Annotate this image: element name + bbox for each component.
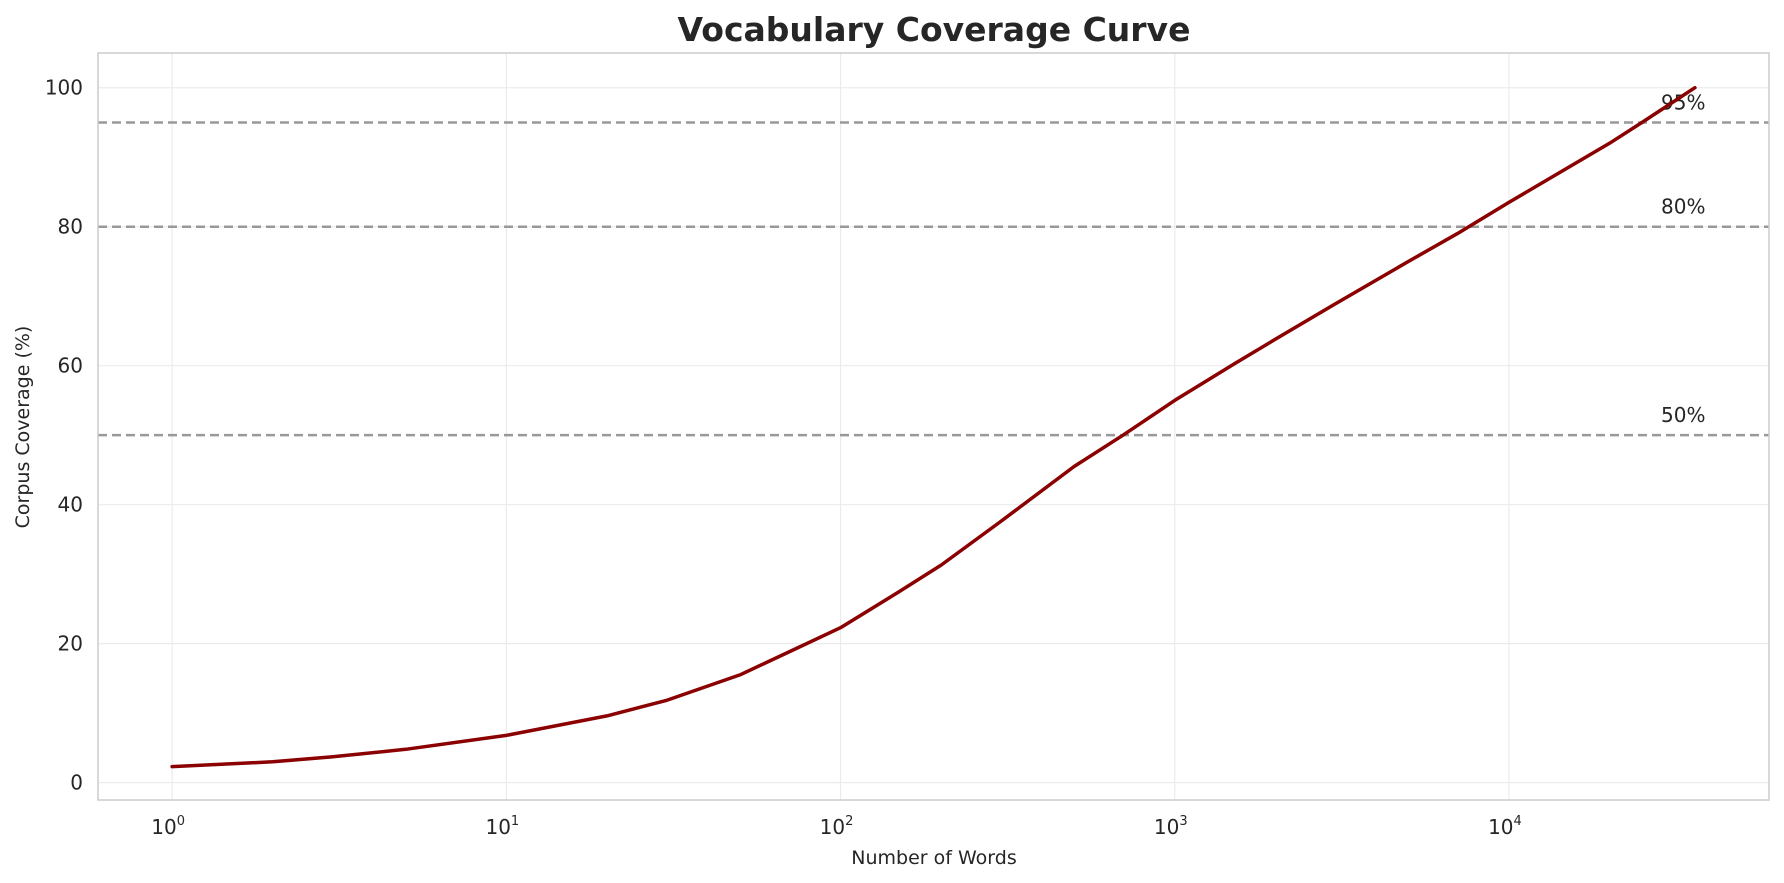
- x-tick-labels: 100 101 102 103 104: [151, 814, 1522, 839]
- x-tick-label: 103: [1154, 814, 1188, 839]
- coverage-line: [170, 85, 1697, 769]
- x-tick-label: 101: [485, 814, 519, 839]
- x-tick-label: 100: [151, 814, 185, 839]
- plot-frame: [97, 52, 1770, 801]
- chart-title: Vocabulary Coverage Curve: [678, 10, 1191, 49]
- y-axis-label: Corpus Coverage (%): [12, 326, 34, 529]
- x-tick-label: 104: [1488, 814, 1522, 839]
- x-axis-label: Number of Words: [851, 847, 1016, 869]
- grid: [98, 53, 1769, 800]
- y-tick-label: 80: [58, 215, 83, 239]
- y-tick-label: 20: [58, 632, 83, 656]
- reference-line-label: 50%: [1661, 403, 1705, 427]
- series-layer: [170, 85, 1697, 769]
- x-tick-label: 102: [820, 814, 854, 839]
- reference-line-label: 80%: [1661, 195, 1705, 219]
- y-tick-label: 40: [58, 493, 83, 517]
- y-tick-label: 100: [45, 76, 83, 100]
- y-tick-labels: 0 20 40 60 80 100: [45, 76, 83, 795]
- reference-lines: 95%80%50%: [98, 90, 1769, 437]
- y-tick-label: 0: [70, 771, 83, 795]
- y-tick-label: 60: [58, 354, 83, 378]
